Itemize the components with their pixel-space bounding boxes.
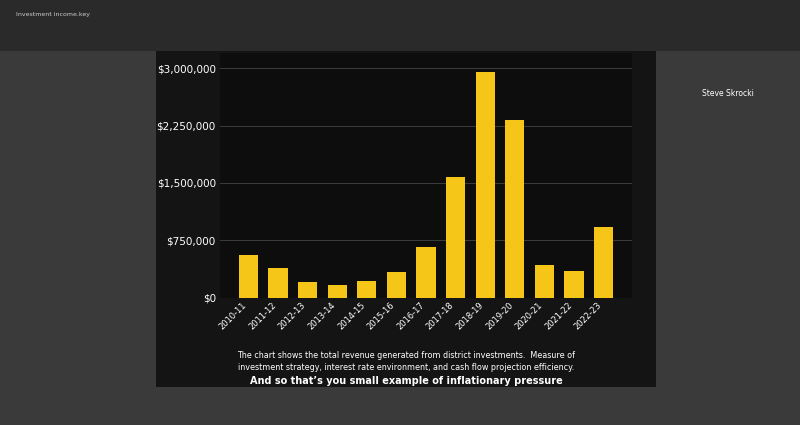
Bar (298, 282, 317, 297)
Bar (357, 281, 377, 298)
Text: investment strategy, interest rate environment, and cash flow projection efficie: investment strategy, interest rate envir… (238, 363, 574, 372)
Text: The chart shows the total revenue generated from district investments.  Measure : The chart shows the total revenue genera… (237, 351, 575, 360)
Bar (386, 272, 406, 297)
Bar (565, 271, 584, 298)
Bar (506, 120, 525, 298)
Bar (446, 177, 466, 298)
Text: And so that’s you small example of inflationary pressure: And so that’s you small example of infla… (250, 376, 562, 386)
Bar (535, 265, 554, 297)
Bar (416, 247, 436, 298)
Bar (594, 227, 614, 298)
Title: Investment Earnings: Investment Earnings (330, 28, 522, 46)
Bar (475, 72, 495, 298)
Text: Investment income.key: Investment income.key (16, 12, 90, 17)
Bar (268, 268, 287, 298)
Text: Steve Skrocki: Steve Skrocki (702, 89, 754, 98)
Bar (327, 285, 346, 298)
Bar (238, 255, 258, 298)
